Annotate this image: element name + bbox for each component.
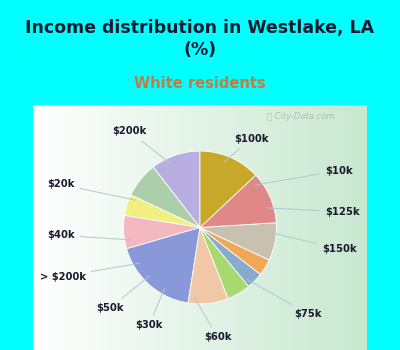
Wedge shape [188, 228, 228, 304]
Text: $100k: $100k [224, 134, 268, 162]
Wedge shape [124, 195, 200, 228]
Text: $150k: $150k [270, 232, 356, 254]
Text: > $200k: > $200k [40, 263, 140, 281]
Wedge shape [200, 228, 249, 299]
Text: White residents: White residents [134, 77, 266, 91]
Text: ⓘ City-Data.com: ⓘ City-Data.com [267, 112, 334, 121]
Text: $50k: $50k [96, 276, 150, 313]
Text: Income distribution in Westlake, LA
(%): Income distribution in Westlake, LA (%) [26, 19, 374, 59]
Text: $10k: $10k [255, 166, 353, 185]
Text: $40k: $40k [47, 230, 131, 240]
Wedge shape [200, 228, 269, 274]
Text: $200k: $200k [112, 126, 171, 164]
Text: $60k: $60k [194, 297, 231, 342]
Wedge shape [126, 228, 200, 303]
Wedge shape [153, 151, 200, 228]
Text: $20k: $20k [47, 180, 136, 200]
Wedge shape [124, 216, 200, 249]
Text: $125k: $125k [267, 207, 360, 217]
Text: $30k: $30k [135, 288, 165, 330]
Wedge shape [200, 223, 276, 260]
Wedge shape [200, 228, 260, 286]
Wedge shape [200, 175, 276, 228]
Wedge shape [200, 151, 256, 228]
Wedge shape [131, 167, 200, 228]
Text: $75k: $75k [247, 279, 322, 319]
